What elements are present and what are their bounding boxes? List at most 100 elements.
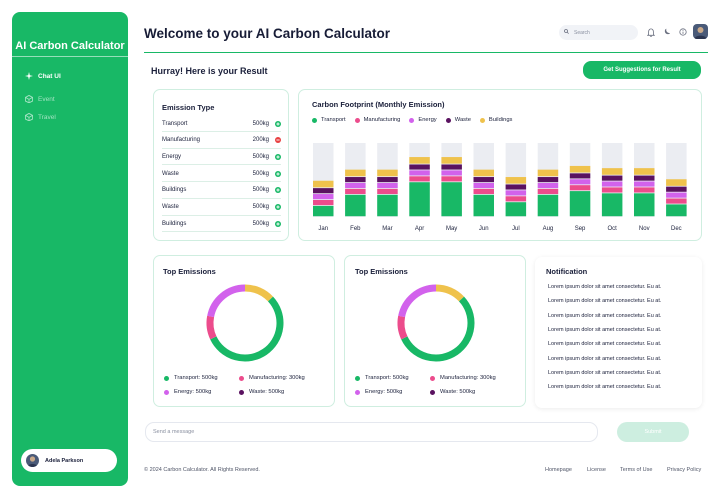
bar-segment-waste (537, 177, 559, 183)
bar-segment-waste (666, 186, 687, 192)
footer-link-terms[interactable]: Terms of Use (620, 467, 653, 473)
submit-button[interactable]: Submit (617, 422, 689, 442)
x-tick-label: Nov (639, 226, 650, 232)
notification-title: Notification (546, 267, 588, 276)
bar-segment-energy (537, 182, 559, 189)
bar-segment-manufacturing (441, 176, 462, 182)
notification-item: Lorem ipsum dolor sit amet consectetur. … (548, 298, 662, 305)
donut-slice-waste (435, 284, 465, 302)
plus-icon[interactable] (275, 170, 281, 177)
bar-segment-buildings (313, 180, 334, 188)
plus-icon[interactable] (275, 187, 281, 194)
info-icon[interactable] (678, 27, 688, 37)
legend-item: Waste (445, 117, 471, 123)
footer-link-homepage[interactable]: Homepage (545, 467, 572, 473)
notification-item: Lorem ipsum dolor sit amet consectetur. … (548, 341, 662, 348)
emission-row: Manufacturing 200kg (162, 133, 281, 149)
bar-segment-transport (313, 205, 334, 217)
legend-item: Buildings (479, 117, 512, 123)
legend-label: Energy: 500kg (365, 389, 403, 395)
bar-segment-transport (634, 193, 655, 217)
bar-segment-manufacturing (505, 196, 527, 202)
search-input[interactable]: Search (559, 25, 638, 40)
carbon-footprint-card: Carbon Footprint (Monthly Emission) Tran… (298, 89, 702, 241)
x-tick-label: Feb (350, 226, 361, 232)
user-profile-button[interactable]: Adela Parkson (21, 449, 117, 472)
moon-icon[interactable] (662, 27, 672, 37)
sidebar-item-travel[interactable]: Travel (25, 113, 56, 121)
title-divider (144, 52, 708, 53)
bar-segment-buildings (473, 169, 494, 177)
bar-segment-energy (377, 182, 398, 189)
sidebar-item-chat-ui[interactable]: Chat UI (25, 72, 61, 80)
sidebar-item-event[interactable]: Event (25, 95, 55, 103)
message-input[interactable]: Send a message (145, 422, 598, 442)
header-actions (646, 27, 694, 37)
x-tick-label: Aug (543, 226, 554, 232)
donut-chart (206, 284, 284, 362)
bar-segment-manufacturing (473, 188, 494, 194)
get-suggestions-button[interactable]: Get Suggestions for Result (583, 61, 701, 79)
bar-segment-energy (409, 170, 430, 176)
legend-swatch (239, 375, 244, 381)
plus-icon[interactable] (275, 220, 281, 227)
top-emissions-card: Top Emissions Transport: 500kg Manufactur… (153, 255, 335, 407)
x-tick-label: Jul (512, 226, 520, 232)
emission-row: Waste 500kg (162, 200, 281, 216)
avatar[interactable] (693, 24, 708, 39)
search-icon (564, 29, 569, 36)
bar-segment-transport (537, 194, 559, 217)
emission-label: Buildings (162, 220, 187, 227)
plus-icon[interactable] (275, 153, 281, 160)
emission-label: Waste (162, 204, 179, 210)
legend-swatch (239, 389, 244, 395)
legend-label: Transport: 500kg (174, 375, 218, 381)
bar-segment-manufacturing (634, 187, 655, 193)
bar-segment-energy (601, 181, 623, 187)
emission-label: Manufacturing (162, 137, 201, 144)
avatar (26, 454, 39, 467)
plus-icon[interactable] (275, 120, 281, 127)
legend-item: Energy (409, 117, 437, 123)
emission-label: Buildings (162, 187, 187, 194)
bar-segment-transport (601, 193, 623, 217)
legend-label: Energy (418, 117, 437, 123)
chart-legend: Transport Manufacturing Energy Waste Buildin… (312, 117, 521, 123)
bar-segment-manufacturing (313, 199, 334, 206)
notification-item: Lorem ipsum dolor sit amet consectetur. … (548, 355, 662, 362)
bar-segment-waste (569, 173, 591, 179)
notification-card: Notification Lorem ipsum dolor sit amet … (535, 257, 702, 408)
bar-segment-waste (345, 177, 366, 183)
emission-row: Energy 500kg (162, 149, 281, 166)
legend-swatch (479, 117, 485, 123)
notification-item: Lorem ipsum dolor sit amet consectetur. … (548, 384, 662, 391)
footer-link-license[interactable]: License (587, 467, 606, 473)
x-tick-label: Oct (607, 226, 617, 232)
x-tick-label: Mar (382, 226, 392, 232)
footer-link-privacy[interactable]: Privacy Policy (667, 467, 702, 473)
donut-legend-item: Transport: 500kg (355, 375, 409, 381)
minus-icon[interactable] (275, 137, 281, 144)
bar-segment-transport (666, 204, 687, 217)
legend-swatch (354, 117, 360, 123)
bar-segment-buildings (569, 165, 591, 173)
donut-slice-transport (210, 296, 284, 362)
emission-row: Buildings 500kg (162, 216, 281, 233)
emission-label: Energy (162, 153, 182, 160)
brand-divider (12, 56, 128, 57)
donut-slice-energy (207, 284, 246, 318)
bell-icon[interactable] (646, 27, 656, 37)
legend-swatch (312, 117, 317, 123)
donut-chart (397, 284, 475, 362)
sparkle-icon (25, 72, 33, 80)
bar-segment-transport (409, 182, 430, 217)
plus-icon[interactable] (275, 204, 281, 210)
bar-segment-buildings (441, 157, 462, 164)
x-tick-label: Sep (575, 226, 586, 232)
donut-legend-item: Energy: 500kg (164, 389, 211, 395)
emission-value: 500kg (252, 220, 269, 227)
legend-label: Waste (454, 117, 471, 123)
emission-row: Transport 500kg (162, 116, 281, 132)
bar-segment-energy (569, 179, 591, 185)
legend-label: Energy: 500kg (174, 389, 212, 395)
